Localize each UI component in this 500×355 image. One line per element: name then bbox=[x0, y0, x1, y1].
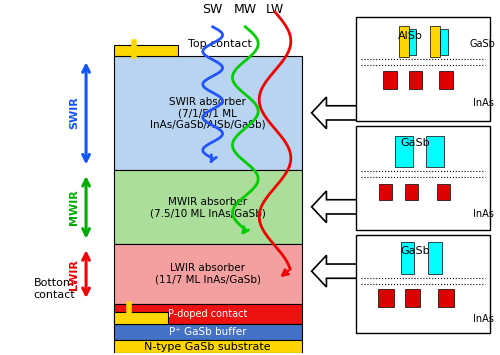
Text: GaSb: GaSb bbox=[400, 246, 430, 256]
Bar bbox=[383, 71, 396, 89]
Text: InAs: InAs bbox=[473, 314, 494, 324]
Bar bbox=[114, 245, 302, 304]
Bar bbox=[380, 184, 392, 200]
Text: LW: LW bbox=[266, 4, 284, 16]
Bar bbox=[398, 26, 408, 58]
Bar bbox=[428, 242, 442, 274]
Bar bbox=[378, 289, 394, 307]
Polygon shape bbox=[312, 255, 361, 287]
Text: MWIR: MWIR bbox=[69, 189, 79, 225]
Text: InAs: InAs bbox=[473, 209, 494, 219]
Polygon shape bbox=[312, 191, 361, 223]
Bar bbox=[408, 29, 416, 55]
Text: MW: MW bbox=[234, 4, 257, 16]
Bar bbox=[404, 289, 420, 307]
Bar bbox=[114, 170, 302, 245]
Bar bbox=[426, 136, 444, 167]
Text: SWIR: SWIR bbox=[69, 97, 79, 129]
Bar bbox=[114, 304, 302, 324]
Text: GaSb: GaSb bbox=[470, 39, 496, 49]
Text: Bottom
contact: Bottom contact bbox=[34, 278, 76, 300]
Bar bbox=[438, 289, 454, 307]
Bar bbox=[440, 29, 448, 55]
Bar bbox=[356, 126, 490, 230]
Text: SW: SW bbox=[202, 4, 223, 16]
Text: Top contact: Top contact bbox=[188, 39, 252, 49]
Text: MWIR absorber
(7.5/10 ML InAs/GaSb): MWIR absorber (7.5/10 ML InAs/GaSb) bbox=[150, 197, 266, 218]
Bar bbox=[405, 184, 418, 200]
Bar bbox=[394, 136, 412, 167]
Bar bbox=[114, 340, 302, 353]
Bar bbox=[430, 26, 440, 58]
Bar bbox=[408, 71, 422, 89]
Text: InAs: InAs bbox=[473, 98, 494, 108]
Text: P⁺ GaSb buffer: P⁺ GaSb buffer bbox=[169, 327, 246, 337]
Text: LWIR absorber
(11/7 ML InAs/GaSb): LWIR absorber (11/7 ML InAs/GaSb) bbox=[154, 263, 260, 285]
Text: SWIR absorber
(7/1/5/1 ML
InAs/GaSb/AlSb/GaSb): SWIR absorber (7/1/5/1 ML InAs/GaSb/AlSb… bbox=[150, 97, 266, 130]
Bar bbox=[356, 235, 490, 333]
Bar bbox=[400, 242, 414, 274]
Polygon shape bbox=[312, 97, 361, 129]
Text: GaSb: GaSb bbox=[400, 138, 430, 148]
Text: LWIR: LWIR bbox=[69, 259, 79, 290]
Bar bbox=[114, 324, 302, 340]
Bar bbox=[114, 312, 168, 324]
Bar bbox=[439, 71, 453, 89]
Bar bbox=[114, 56, 302, 170]
Text: AlSb: AlSb bbox=[398, 31, 423, 41]
Bar bbox=[114, 45, 178, 56]
Text: P-doped contact: P-doped contact bbox=[168, 309, 248, 319]
Text: N-type GaSb substrate: N-type GaSb substrate bbox=[144, 342, 271, 352]
Bar bbox=[437, 184, 450, 200]
Bar bbox=[356, 17, 490, 121]
